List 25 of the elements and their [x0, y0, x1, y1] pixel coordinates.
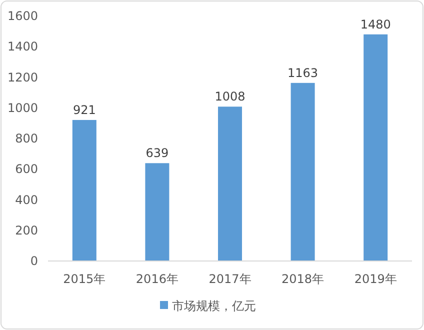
x-tick-label: 2019年: [354, 272, 397, 286]
y-tick-label: 0: [30, 254, 38, 268]
y-tick-label: 1400: [7, 40, 38, 54]
bar: [218, 106, 242, 261]
y-tick-label: 1600: [7, 9, 38, 23]
data-label: 1008: [214, 90, 246, 104]
y-tick-label: 800: [15, 132, 38, 146]
x-tick-label: 2016年: [136, 272, 178, 286]
bar: [364, 34, 388, 261]
legend: 市场规模，亿元: [160, 299, 256, 313]
y-tick-label: 600: [15, 162, 38, 176]
data-label: 639: [146, 146, 169, 160]
bar: [290, 82, 315, 261]
x-tick-label: 2018年: [282, 272, 324, 286]
data-label: 921: [72, 102, 96, 117]
data-label: 1480: [360, 17, 391, 32]
y-tick-label: 400: [15, 192, 38, 207]
y-tick-label: 200: [15, 223, 38, 238]
y-tick-label: 1200: [7, 70, 38, 84]
bar: [72, 120, 96, 261]
x-tick-label: 2015年: [63, 272, 106, 286]
bar: [145, 163, 170, 261]
data-label: 1163: [288, 66, 318, 80]
y-tick-label: 1000: [7, 100, 38, 115]
x-tick-label: 2017年: [208, 272, 252, 286]
